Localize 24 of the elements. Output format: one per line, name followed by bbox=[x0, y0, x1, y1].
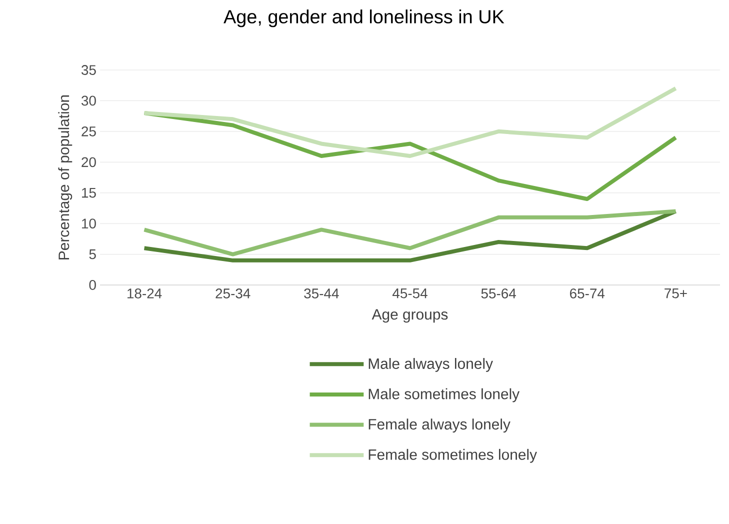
line-series bbox=[142, 111, 678, 201]
chart-title: Age, gender and loneliness in UK bbox=[224, 10, 504, 28]
x-tick-label: 75+ bbox=[664, 288, 687, 298]
legend-label: Male sometimes lonely bbox=[368, 388, 520, 402]
x-tick-label: 45-54 bbox=[392, 288, 428, 298]
y-tick-label: 0 bbox=[89, 280, 96, 290]
x-tick-label: 55-64 bbox=[481, 288, 516, 298]
legend-label: Female always lonely bbox=[368, 418, 510, 433]
line-series bbox=[142, 86, 678, 158]
y-tick-label: 20 bbox=[82, 157, 96, 168]
y-tick-label: 25 bbox=[82, 126, 96, 136]
x-tick-label: 18-24 bbox=[128, 288, 162, 298]
x-axis-title: Age groups bbox=[372, 309, 448, 323]
y-tick-label: 5 bbox=[89, 249, 96, 260]
y-tick-label: 15 bbox=[82, 188, 96, 198]
legend-label: Female sometimes lonely bbox=[368, 448, 537, 463]
y-tick-label: 10 bbox=[82, 218, 96, 229]
x-tick-label: 35-44 bbox=[304, 288, 339, 298]
x-tick-label: 25-34 bbox=[216, 288, 250, 298]
legend-label: Male always lonely bbox=[368, 358, 493, 372]
y-tick-label: 35 bbox=[81, 65, 96, 75]
x-tick-label: 65-74 bbox=[570, 288, 605, 298]
y-tick-label: 30 bbox=[81, 96, 96, 106]
y-axis-title: Percentage of population bbox=[58, 95, 72, 260]
